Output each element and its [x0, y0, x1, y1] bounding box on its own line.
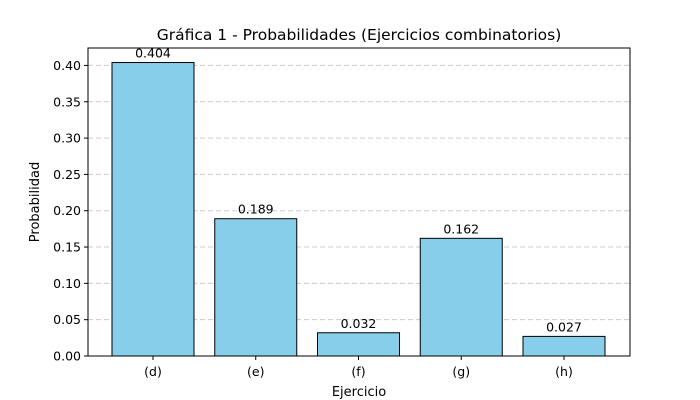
plot-frame	[87, 47, 631, 357]
y-tick-label: 0.30	[53, 131, 81, 146]
y-tick-label: 0.20	[53, 203, 81, 218]
x-tick-label: (g)	[452, 364, 470, 379]
y-tick-label: 0.35	[53, 94, 81, 109]
data-label: 0.027	[546, 319, 582, 334]
x-tick-label: (h)	[555, 364, 573, 379]
bar	[419, 237, 503, 357]
x-tick-label: (f)	[351, 364, 365, 379]
data-label: 0.189	[238, 202, 274, 217]
bars	[111, 62, 606, 357]
chart-title: Gráfica 1 - Probabilidades (Ejercicios c…	[157, 26, 562, 44]
y-tick-label: 0.00	[53, 349, 81, 364]
y-tick-label: 0.40	[53, 58, 81, 73]
data-label: 0.032	[341, 316, 377, 331]
bar	[522, 335, 606, 357]
y-axis-label: Probabilidad	[28, 162, 43, 242]
y-tick-label: 0.15	[53, 240, 81, 255]
data-labels: 0.404 0.189 0.032 0.162 0.027	[135, 46, 582, 335]
x-tick-label: (e)	[247, 364, 264, 379]
y-axis-ticks: 0.00 0.05 0.10 0.15 0.20 0.25 0.30 0.35 0.40	[53, 58, 88, 364]
x-axis-ticks: (d) (e) (f) (g) (h)	[144, 356, 573, 379]
bar	[214, 218, 298, 357]
bar	[111, 62, 195, 357]
data-label: 0.162	[443, 221, 479, 236]
bar	[317, 332, 400, 357]
x-axis-label: Ejercicio	[332, 385, 386, 400]
y-tick-label: 0.10	[53, 276, 81, 291]
x-tick-label: (d)	[144, 364, 162, 379]
data-label: 0.404	[135, 46, 171, 61]
y-tick-label: 0.05	[53, 312, 81, 327]
y-tick-label: 0.25	[53, 167, 81, 182]
